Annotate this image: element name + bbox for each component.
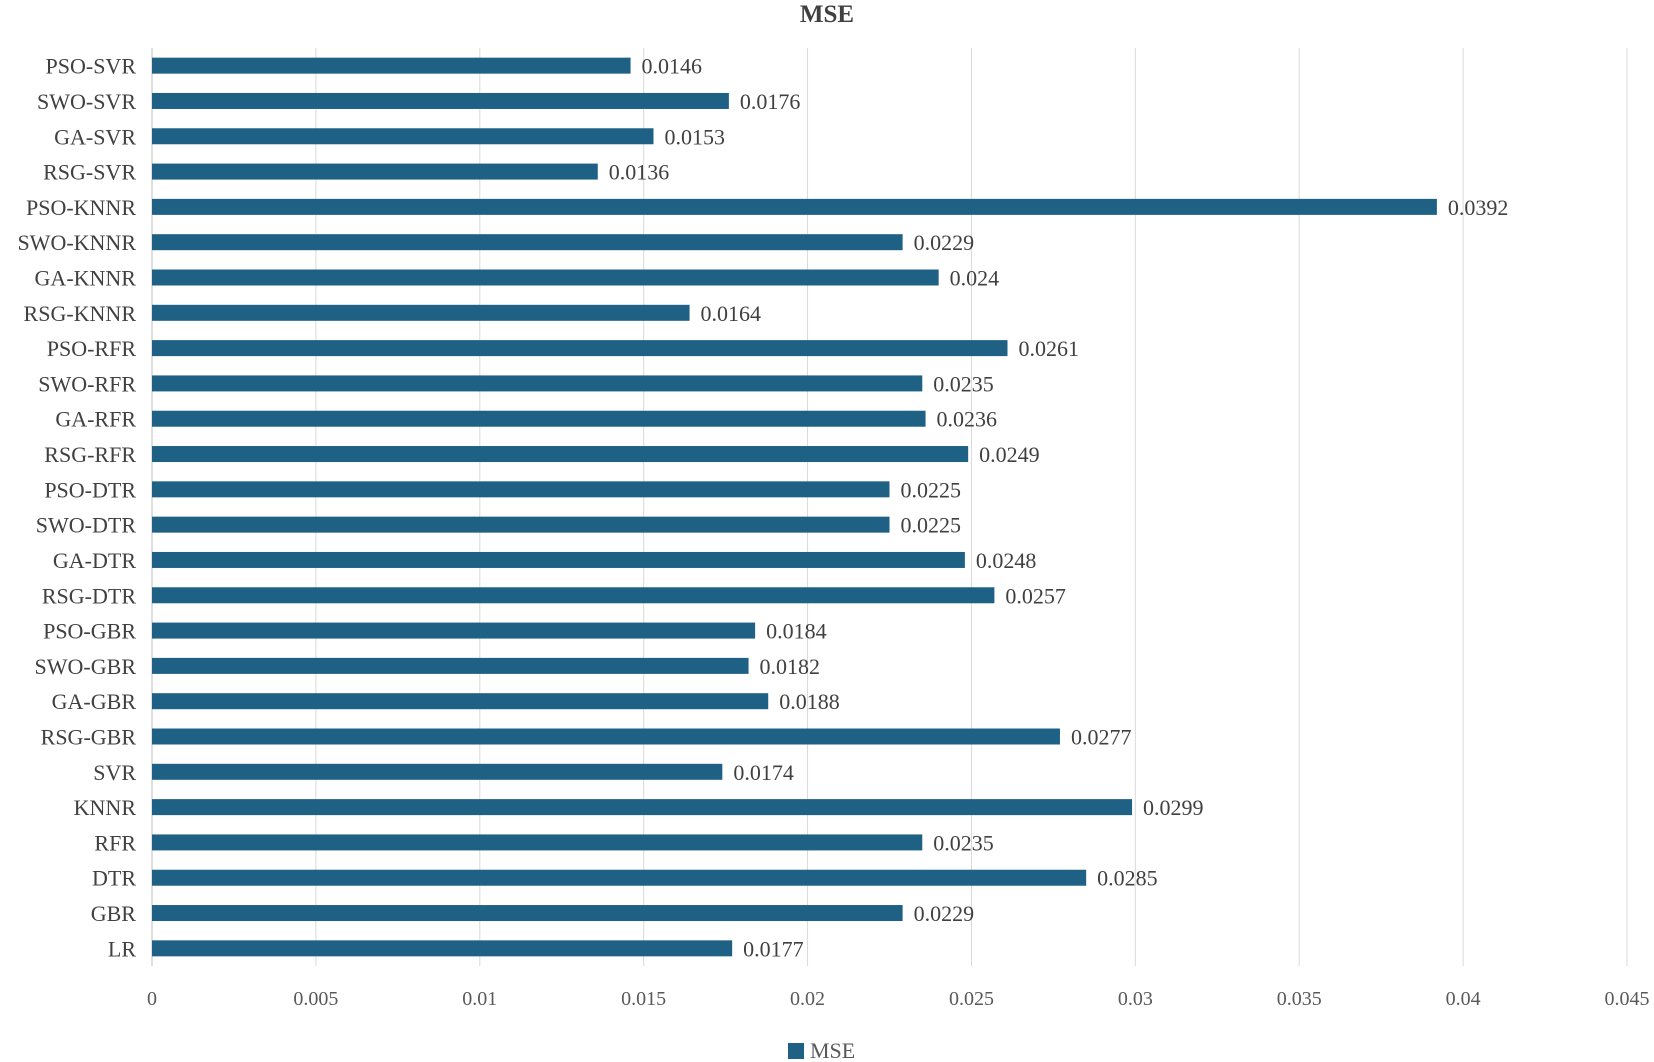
data-label: 0.0225 xyxy=(901,513,962,538)
bar xyxy=(152,57,631,74)
x-tick-label: 0.01 xyxy=(462,988,497,1010)
bar xyxy=(152,481,890,498)
category-label: PSO-RFR xyxy=(47,336,137,361)
bar xyxy=(152,304,690,321)
x-tick-label: 0.02 xyxy=(790,988,825,1010)
legend-swatch xyxy=(788,1043,804,1059)
data-label: 0.0184 xyxy=(766,619,827,644)
category-label: RSG-RFR xyxy=(44,442,136,467)
x-tick-label: 0.005 xyxy=(293,988,338,1010)
category-label: GBR xyxy=(91,901,137,926)
data-label: 0.0225 xyxy=(901,477,962,502)
bar xyxy=(152,446,969,463)
bar xyxy=(152,163,598,180)
x-tick-label: 0.035 xyxy=(1277,988,1322,1010)
data-label: 0.0177 xyxy=(743,936,804,961)
bar xyxy=(152,940,733,957)
bar xyxy=(152,728,1060,745)
x-tick-label: 0 xyxy=(147,988,157,1010)
chart-title: MSE xyxy=(800,1,854,28)
data-label: 0.0257 xyxy=(1005,583,1066,608)
category-label: GA-SVR xyxy=(54,124,136,149)
category-label: SWO-KNNR xyxy=(17,230,136,255)
bar xyxy=(152,869,1087,886)
data-label: 0.0153 xyxy=(665,124,726,149)
category-label: SWO-DTR xyxy=(36,513,137,538)
data-labels: 0.0146 0.0176 0.0153 0.0136 0.0392 0.0229 0.02… xyxy=(609,54,1509,962)
bar xyxy=(152,799,1133,816)
bar xyxy=(152,763,723,780)
category-labels: PSO-SVR SWO-SVR GA-SVR RSG-SVR PSO-KNNR SWO-K… xyxy=(17,54,136,962)
data-label: 0.0174 xyxy=(733,760,794,785)
category-label: GA-RFR xyxy=(55,407,136,432)
bar xyxy=(152,92,729,109)
x-tick-labels: 0 0.005 0.01 0.015 0.02 0.025 0.03 0.035 0.04 0.0… xyxy=(147,988,1650,1010)
bar xyxy=(152,516,890,533)
x-tick-label: 0.045 xyxy=(1605,988,1650,1010)
category-label: SWO-RFR xyxy=(38,371,136,396)
data-label: 0.0248 xyxy=(976,548,1037,573)
category-label: PSO-SVR xyxy=(46,54,137,79)
category-label: DTR xyxy=(92,866,136,891)
bar xyxy=(152,657,749,674)
category-label: RSG-DTR xyxy=(42,583,136,608)
x-tick-label: 0.03 xyxy=(1118,988,1153,1010)
bar xyxy=(152,834,923,851)
category-label: RSG-GBR xyxy=(41,725,137,750)
data-label: 0.0229 xyxy=(914,230,975,255)
grid-lines xyxy=(151,48,1628,966)
category-label: GA-DTR xyxy=(53,548,136,573)
data-label: 0.0285 xyxy=(1097,866,1158,891)
data-label: 0.0188 xyxy=(779,689,840,714)
legend: MSE xyxy=(788,1038,855,1062)
data-label: 0.0299 xyxy=(1143,795,1204,820)
data-label: 0.0136 xyxy=(609,160,670,185)
bar xyxy=(152,198,1437,215)
bar xyxy=(152,375,923,392)
bar xyxy=(152,128,654,145)
bar xyxy=(152,340,1008,357)
data-label: 0.0229 xyxy=(914,901,975,926)
bar xyxy=(152,234,903,251)
data-label: 0.0277 xyxy=(1071,725,1132,750)
data-label: 0.0235 xyxy=(933,830,994,855)
data-label: 0.0182 xyxy=(760,654,821,679)
data-label: 0.0176 xyxy=(740,89,801,114)
data-label: 0.0146 xyxy=(642,54,703,79)
legend-label: MSE xyxy=(810,1038,855,1062)
bar xyxy=(152,622,756,639)
x-tick-label: 0.025 xyxy=(949,988,994,1010)
bar xyxy=(152,905,903,922)
category-label: GA-KNNR xyxy=(35,266,137,291)
bar xyxy=(152,551,965,568)
category-label: SVR xyxy=(93,760,136,785)
category-label: SWO-GBR xyxy=(35,654,137,679)
data-label: 0.0235 xyxy=(933,371,994,396)
category-label: PSO-KNNR xyxy=(26,195,136,220)
category-label: RSG-KNNR xyxy=(24,301,137,326)
bar xyxy=(152,693,769,710)
category-label: PSO-DTR xyxy=(44,477,136,502)
category-label: SWO-SVR xyxy=(37,89,136,114)
data-label: 0.0392 xyxy=(1448,195,1509,220)
data-label: 0.0164 xyxy=(701,301,762,326)
data-label: 0.0236 xyxy=(937,407,998,432)
bars xyxy=(152,57,1437,957)
category-label: RSG-SVR xyxy=(43,160,136,185)
data-label: 0.024 xyxy=(950,266,1000,291)
category-label: RFR xyxy=(94,830,136,855)
x-tick-label: 0.015 xyxy=(621,988,666,1010)
data-label: 0.0261 xyxy=(1019,336,1080,361)
category-label: PSO-GBR xyxy=(43,619,136,644)
data-label: 0.0249 xyxy=(979,442,1040,467)
category-label: KNNR xyxy=(74,795,137,820)
x-tick-label: 0.04 xyxy=(1446,988,1481,1010)
category-label: LR xyxy=(108,936,136,961)
bar xyxy=(152,410,926,427)
bar xyxy=(152,587,995,604)
category-label: GA-GBR xyxy=(52,689,137,714)
bar xyxy=(152,269,939,286)
